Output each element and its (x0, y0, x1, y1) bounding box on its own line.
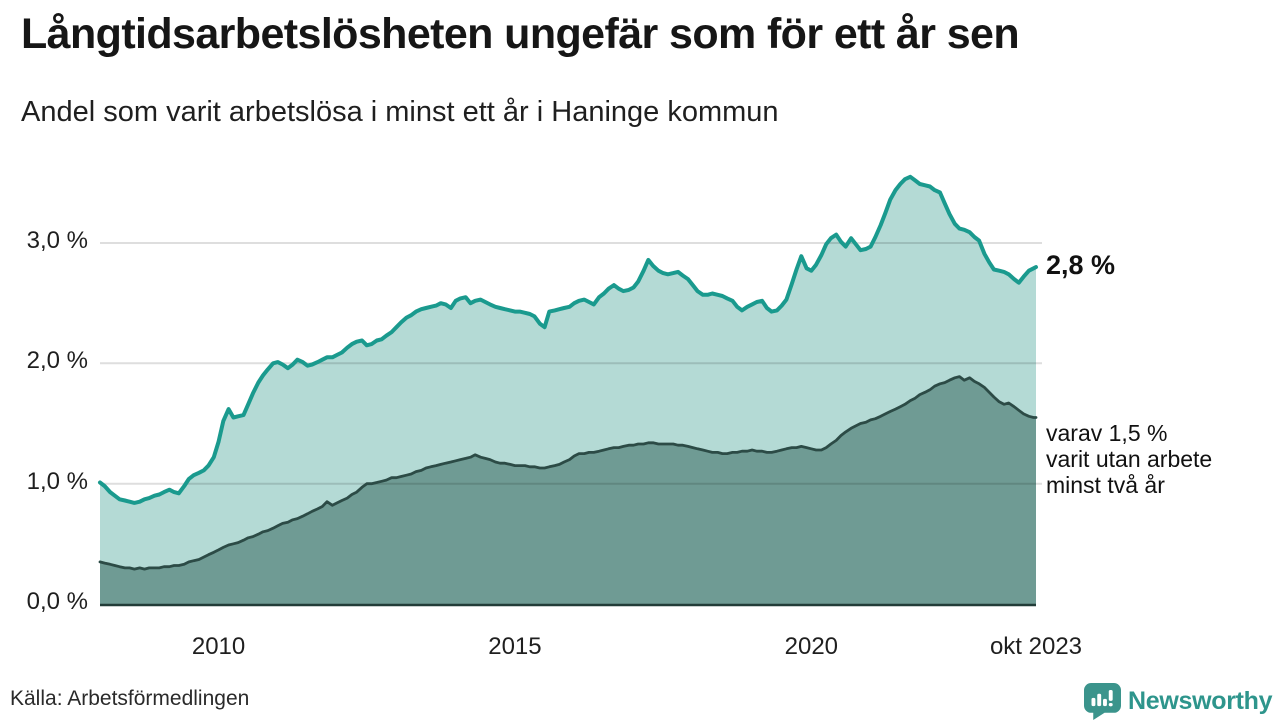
x-tick-label: 2020 (784, 633, 839, 660)
end-value-label-subset: varav 1,5 % varit utan arbete minst två … (1046, 420, 1212, 499)
end-value-label-subset-line3: minst två år (1046, 472, 1165, 499)
page-subtitle: Andel som varit arbetslösa i minst ett å… (21, 96, 779, 128)
line-varav-minst-två-år (98, 375, 1038, 571)
x-tick-label: 2015 (488, 633, 542, 660)
source-attribution: Källa: Arbetsförmedlingen (10, 687, 250, 710)
newsworthy-logo-icon (1084, 683, 1121, 720)
x-tick-label: 2010 (191, 633, 246, 660)
end-value-label-subset-line2: varit utan arbete (1046, 446, 1213, 473)
y-tick-label: 0,0 % (26, 588, 88, 615)
x-tick-label: okt 2023 (989, 633, 1083, 660)
line-arbetslösa-minst-ett-år (98, 174, 1038, 505)
y-tick-label: 1,0 % (26, 467, 88, 495)
page-title: Långtidsarbetslösheten ungefär som för e… (21, 10, 1020, 58)
brand-lockup: Newsworthy (1084, 683, 1273, 720)
y-axis: 0,0 % 1,0 % 2,0 % 3,0 % (0, 0, 88, 720)
y-tick-label: 2,0 % (26, 347, 88, 375)
brand-name: Newsworthy (1128, 687, 1273, 715)
y-tick-label: 3,0 % (26, 227, 88, 254)
end-value-label-total: 2,8 % (1046, 250, 1116, 280)
area-varav-minst-två-år (100, 376, 1036, 604)
x-axis: 2010 2015 2020 okt 2023 (0, 633, 1280, 665)
end-value-label-subset-line1: varav 1,5 % (1046, 420, 1168, 446)
